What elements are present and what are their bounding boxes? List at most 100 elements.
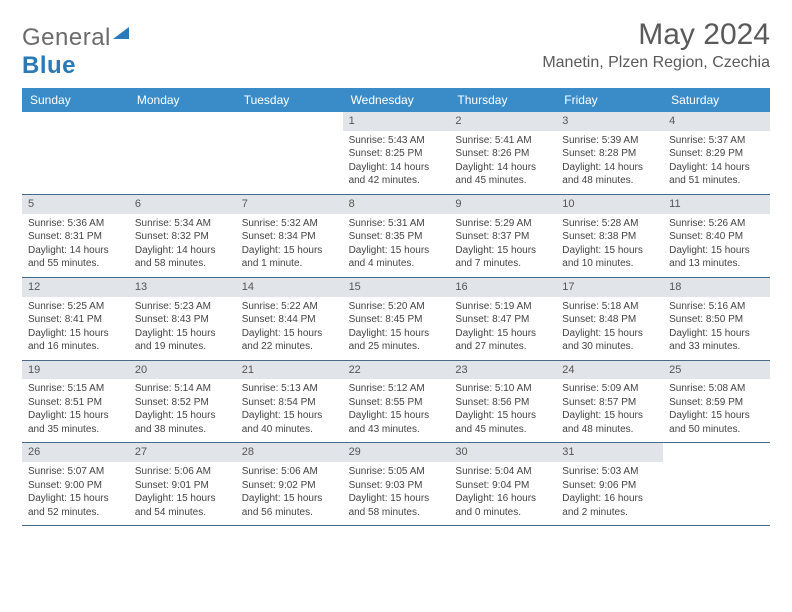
sunrise-label: Sunrise: 5:20 AM	[349, 300, 444, 314]
daylight-label: Daylight: 15 hours and 56 minutes.	[242, 492, 337, 519]
sunrise-label: Sunrise: 5:18 AM	[562, 300, 657, 314]
sunrise-label: Sunrise: 5:13 AM	[242, 382, 337, 396]
day-number: 14	[236, 278, 343, 297]
sunset-label: Sunset: 8:57 PM	[562, 396, 657, 410]
sunset-label: Sunset: 8:45 PM	[349, 313, 444, 327]
day-cell: 13Sunrise: 5:23 AMSunset: 8:43 PMDayligh…	[129, 278, 236, 360]
daylight-label: Daylight: 15 hours and 35 minutes.	[28, 409, 123, 436]
day-number: 30	[449, 443, 556, 462]
sunrise-label: Sunrise: 5:03 AM	[562, 465, 657, 479]
day-cell: 5 Sunrise: 5:36 AMSunset: 8:31 PMDaylight…	[22, 195, 129, 277]
sunset-label: Sunset: 8:34 PM	[242, 230, 337, 244]
sunset-label: Sunset: 8:31 PM	[28, 230, 123, 244]
daylight-label: Daylight: 15 hours and 22 minutes.	[242, 327, 337, 354]
day-cell: 2Sunrise: 5:41 AMSunset: 8:26 PMDaylight…	[449, 112, 556, 194]
day-cell: 23Sunrise: 5:10 AMSunset: 8:56 PMDayligh…	[449, 361, 556, 443]
sunrise-label: Sunrise: 5:14 AM	[135, 382, 230, 396]
daylight-label: Daylight: 15 hours and 10 minutes.	[562, 244, 657, 271]
week-row: 26Sunrise: 5:07 AMSunset: 9:00 PMDayligh…	[22, 443, 770, 526]
day-cell: 31Sunrise: 5:03 AMSunset: 9:06 PMDayligh…	[556, 443, 663, 525]
daylight-label: Daylight: 15 hours and 16 minutes.	[28, 327, 123, 354]
day-number: 5	[22, 195, 129, 214]
daylight-label: Daylight: 15 hours and 38 minutes.	[135, 409, 230, 436]
sunrise-label: Sunrise: 5:23 AM	[135, 300, 230, 314]
day-number	[236, 112, 343, 131]
day-cell: 3Sunrise: 5:39 AMSunset: 8:28 PMDaylight…	[556, 112, 663, 194]
day-number: 24	[556, 361, 663, 380]
daylight-label: Daylight: 15 hours and 45 minutes.	[455, 409, 550, 436]
brand-part1: General	[22, 24, 111, 51]
day-number: 21	[236, 361, 343, 380]
day-number: 27	[129, 443, 236, 462]
sunset-label: Sunset: 9:06 PM	[562, 479, 657, 493]
daylight-label: Daylight: 14 hours and 58 minutes.	[135, 244, 230, 271]
weekday-header: Sunday	[22, 88, 129, 112]
sunset-label: Sunset: 8:44 PM	[242, 313, 337, 327]
day-number: 13	[129, 278, 236, 297]
day-number: 10	[556, 195, 663, 214]
daylight-label: Daylight: 15 hours and 50 minutes.	[669, 409, 764, 436]
sunrise-label: Sunrise: 5:25 AM	[28, 300, 123, 314]
sunrise-label: Sunrise: 5:36 AM	[28, 217, 123, 231]
day-cell: 18Sunrise: 5:16 AMSunset: 8:50 PMDayligh…	[663, 278, 770, 360]
day-cell: 6Sunrise: 5:34 AMSunset: 8:32 PMDaylight…	[129, 195, 236, 277]
sunset-label: Sunset: 8:43 PM	[135, 313, 230, 327]
sunrise-label: Sunrise: 5:28 AM	[562, 217, 657, 231]
day-cell: 30Sunrise: 5:04 AMSunset: 9:04 PMDayligh…	[449, 443, 556, 525]
daylight-label: Daylight: 16 hours and 2 minutes.	[562, 492, 657, 519]
sunset-label: Sunset: 8:40 PM	[669, 230, 764, 244]
daylight-label: Daylight: 15 hours and 40 minutes.	[242, 409, 337, 436]
day-cell: 7Sunrise: 5:32 AMSunset: 8:34 PMDaylight…	[236, 195, 343, 277]
sunrise-label: Sunrise: 5:41 AM	[455, 134, 550, 148]
weekday-header: Saturday	[663, 88, 770, 112]
day-cell	[663, 443, 770, 525]
sunset-label: Sunset: 8:29 PM	[669, 147, 764, 161]
day-cell: 4Sunrise: 5:37 AMSunset: 8:29 PMDaylight…	[663, 112, 770, 194]
daylight-label: Daylight: 15 hours and 25 minutes.	[349, 327, 444, 354]
sunrise-label: Sunrise: 5:43 AM	[349, 134, 444, 148]
day-number: 6	[129, 195, 236, 214]
day-cell: 19Sunrise: 5:15 AMSunset: 8:51 PMDayligh…	[22, 361, 129, 443]
sunset-label: Sunset: 8:38 PM	[562, 230, 657, 244]
day-cell: 26Sunrise: 5:07 AMSunset: 9:00 PMDayligh…	[22, 443, 129, 525]
day-number: 9	[449, 195, 556, 214]
weekday-header: Monday	[129, 88, 236, 112]
day-number: 28	[236, 443, 343, 462]
sail-icon	[113, 27, 129, 39]
day-number: 29	[343, 443, 450, 462]
sunset-label: Sunset: 8:37 PM	[455, 230, 550, 244]
brand-logo: General Blue	[22, 24, 129, 80]
sunset-label: Sunset: 9:01 PM	[135, 479, 230, 493]
sunset-label: Sunset: 8:26 PM	[455, 147, 550, 161]
sunrise-label: Sunrise: 5:39 AM	[562, 134, 657, 148]
sunset-label: Sunset: 8:47 PM	[455, 313, 550, 327]
weekday-header: Thursday	[449, 88, 556, 112]
calendar: Sunday Monday Tuesday Wednesday Thursday…	[22, 88, 770, 526]
daylight-label: Daylight: 14 hours and 55 minutes.	[28, 244, 123, 271]
daylight-label: Daylight: 15 hours and 27 minutes.	[455, 327, 550, 354]
day-number	[22, 112, 129, 131]
sunrise-label: Sunrise: 5:15 AM	[28, 382, 123, 396]
sunset-label: Sunset: 9:03 PM	[349, 479, 444, 493]
daylight-label: Daylight: 15 hours and 30 minutes.	[562, 327, 657, 354]
day-number: 16	[449, 278, 556, 297]
day-cell: 22Sunrise: 5:12 AMSunset: 8:55 PMDayligh…	[343, 361, 450, 443]
weekday-header: Tuesday	[236, 88, 343, 112]
day-cell	[236, 112, 343, 194]
daylight-label: Daylight: 15 hours and 48 minutes.	[562, 409, 657, 436]
sunrise-label: Sunrise: 5:34 AM	[135, 217, 230, 231]
page-title: May 2024	[542, 18, 770, 52]
day-cell: 1Sunrise: 5:43 AMSunset: 8:25 PMDaylight…	[343, 112, 450, 194]
sunrise-label: Sunrise: 5:05 AM	[349, 465, 444, 479]
day-cell: 12Sunrise: 5:25 AMSunset: 8:41 PMDayligh…	[22, 278, 129, 360]
day-cell: 24Sunrise: 5:09 AMSunset: 8:57 PMDayligh…	[556, 361, 663, 443]
sunrise-label: Sunrise: 5:37 AM	[669, 134, 764, 148]
day-number: 7	[236, 195, 343, 214]
sunrise-label: Sunrise: 5:06 AM	[242, 465, 337, 479]
sunset-label: Sunset: 9:00 PM	[28, 479, 123, 493]
day-cell: 10 Sunrise: 5:28 AMSunset: 8:38 PMDayligh…	[556, 195, 663, 277]
sunrise-label: Sunrise: 5:08 AM	[669, 382, 764, 396]
day-number: 15	[343, 278, 450, 297]
sunset-label: Sunset: 9:02 PM	[242, 479, 337, 493]
weekday-header: Friday	[556, 88, 663, 112]
